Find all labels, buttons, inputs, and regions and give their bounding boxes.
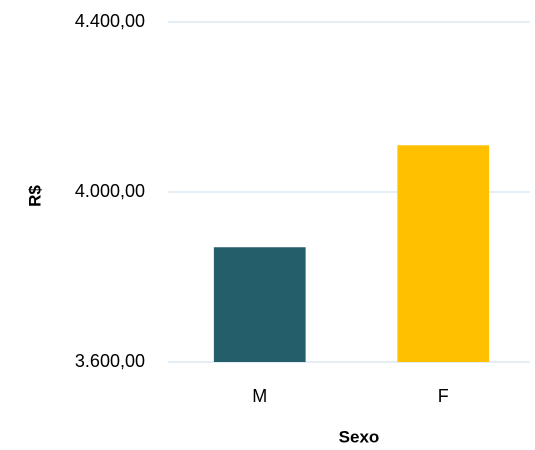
x-axis-title: Sexo [339,427,380,446]
y-tick-label: 4.400,00 [75,11,145,31]
y-axis-title: R$ [25,185,44,207]
y-tick-label: 4.000,00 [75,181,145,201]
bar [397,145,490,362]
x-tick-label: F [438,386,449,406]
x-tick-label: M [252,386,267,406]
bar [213,247,306,362]
y-tick-label: 3.600,00 [75,351,145,371]
